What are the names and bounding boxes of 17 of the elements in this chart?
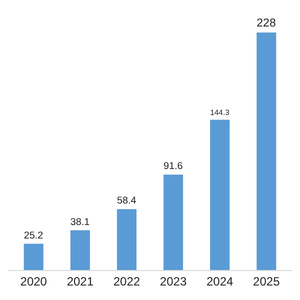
data-label: 38.1	[70, 216, 90, 228]
x-tick-label: 2023	[160, 274, 187, 288]
data-label: 25.2	[24, 230, 44, 242]
x-tick-label: 2025	[253, 274, 280, 288]
data-label: 228	[256, 18, 276, 30]
bar	[256, 32, 276, 270]
x-tick-label: 2024	[206, 274, 234, 288]
bar	[210, 120, 230, 270]
bar	[164, 174, 184, 270]
x-tick-label: 2021	[66, 274, 94, 288]
bar	[24, 244, 44, 270]
x-tick-label: 2020	[20, 274, 48, 288]
bar	[70, 230, 90, 270]
data-label: 58.4	[116, 196, 137, 207]
x-tick-label: 2022	[113, 274, 140, 288]
bar	[116, 209, 136, 270]
data-label: 91.6	[164, 161, 184, 172]
